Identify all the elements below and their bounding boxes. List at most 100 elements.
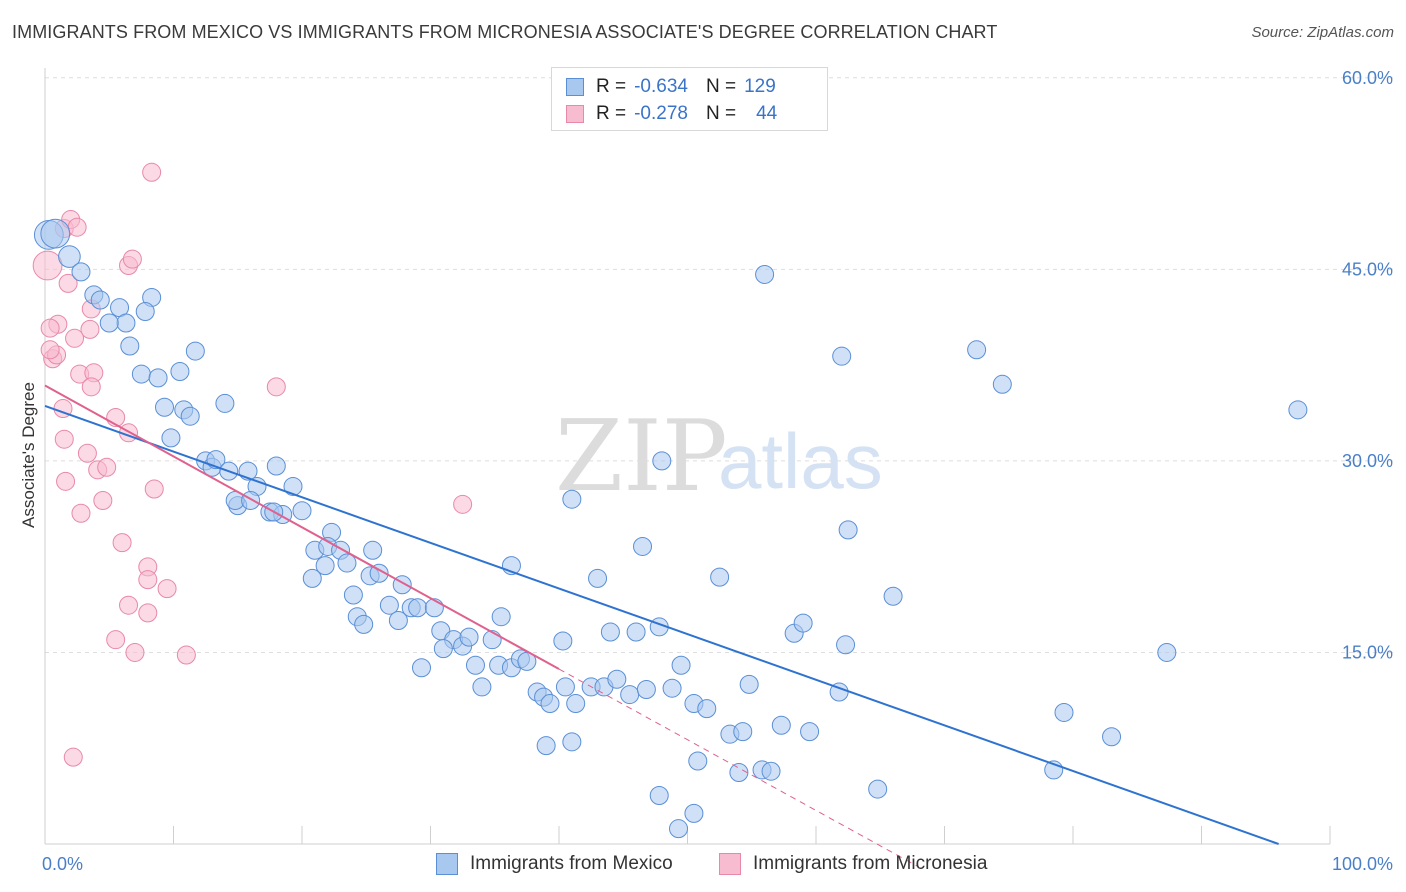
mexico-point [836,635,856,655]
legend-r-label: R = [596,103,627,124]
legend-n-label: N = [705,103,737,124]
mexico-point [967,340,987,360]
mexico-point [838,520,858,540]
mexico-point [465,655,485,675]
mexico-point [424,598,444,618]
legend-row-micronesia: R = -0.278 N = 44 [566,101,777,127]
mexico-point [562,732,582,752]
mexico-swatch [566,78,584,96]
y-tick-label: 30.0% [1342,451,1393,471]
micronesia-point [119,595,139,615]
legend-row-mexico: R = -0.634 N = 129 [566,74,776,100]
mexico-point [90,290,110,310]
y-tick-label: 45.0% [1342,259,1393,279]
mexico-point [354,614,374,634]
micronesia-point [40,318,60,338]
mexico-legend-label: Immigrants from Mexico [470,853,673,874]
mexico-point [652,451,672,471]
mexico-point [649,785,669,805]
x-tick-label: 100.0% [1332,854,1393,874]
y-tick-label: 60.0% [1342,68,1393,88]
micronesia-point [157,579,177,599]
mexico-point [180,406,200,426]
mexico-point [992,374,1012,394]
micronesia-point [40,340,60,360]
mexico-point [761,761,781,781]
micronesia-point [77,443,97,463]
mexico-point [684,803,704,823]
micronesia-point [65,328,85,348]
micronesia-point [266,377,286,397]
micronesia-point [80,319,100,339]
micronesia-point [54,429,74,449]
mexico-point [800,722,820,742]
micronesia-point [138,603,158,623]
micronesia-point [106,630,126,650]
mexico-point [555,677,575,697]
mexico-point [1054,702,1074,722]
mexico-point [662,678,682,698]
mexico-point [283,476,303,496]
micronesia-point [97,457,117,477]
micronesia-point [176,645,196,665]
mexico-point [626,622,646,642]
mexico-point [633,536,653,556]
mexico-point [343,585,363,605]
mexico-point [131,364,151,384]
mexico-point [433,639,453,659]
mexico-point [120,336,140,356]
mexico-point [733,722,753,742]
y-tick-label: 15.0% [1342,642,1393,662]
mexico-point [170,362,190,382]
mexico-point [116,313,136,333]
micronesia-point [122,249,142,269]
mexico-point [266,456,286,476]
micronesia-legend-label: Immigrants from Micronesia [753,853,988,874]
x-tick-label: 0.0% [42,854,83,874]
mexico-point [600,622,620,642]
mexico-point [1157,642,1177,662]
mexico-point [292,501,312,521]
chart-title: IMMIGRANTS FROM MEXICO VS IMMIGRANTS FRO… [12,22,998,42]
mexico-point [588,568,608,588]
mexico-point [408,598,428,618]
mexico-point [337,553,357,573]
mexico-point [491,607,511,627]
mexico-point [71,262,91,282]
mexico-point [482,630,502,650]
mexico-point [215,393,235,413]
mexico-point [688,751,708,771]
mexico-point [412,658,432,678]
micronesia-point [67,217,87,237]
mexico-point [832,346,852,366]
mexico-point [755,264,775,284]
micronesia-trend-line [44,384,560,670]
mexico-point [553,631,573,651]
mexico-point [793,613,813,633]
mexico-point [636,679,656,699]
mexico-point [155,397,175,417]
tick-labels: 15.0% 30.0% 45.0% 60.0% 0.0% 100.0% [42,68,1393,874]
mexico-swatch [436,853,458,875]
mexico-point [379,595,399,615]
micronesia-swatch [719,853,741,875]
mexico-point [739,674,759,694]
mexico-point [135,301,155,321]
axes [44,68,1331,845]
mexico-point [620,685,640,705]
mexico-point [883,586,903,606]
micronesia-point [56,471,76,491]
mexico-point [607,669,627,689]
mexico-point [868,779,888,799]
mexico-point [40,218,71,249]
mexico-point [459,627,479,647]
mexico-trend-line [44,405,1279,845]
micronesia-point [58,273,78,293]
mexico-point [241,490,261,510]
micronesia-point [93,490,113,510]
mexico-point [697,699,717,719]
mexico-point [540,694,560,714]
mexico-point [669,819,689,839]
micronesia-r-value: -0.278 [634,103,688,124]
